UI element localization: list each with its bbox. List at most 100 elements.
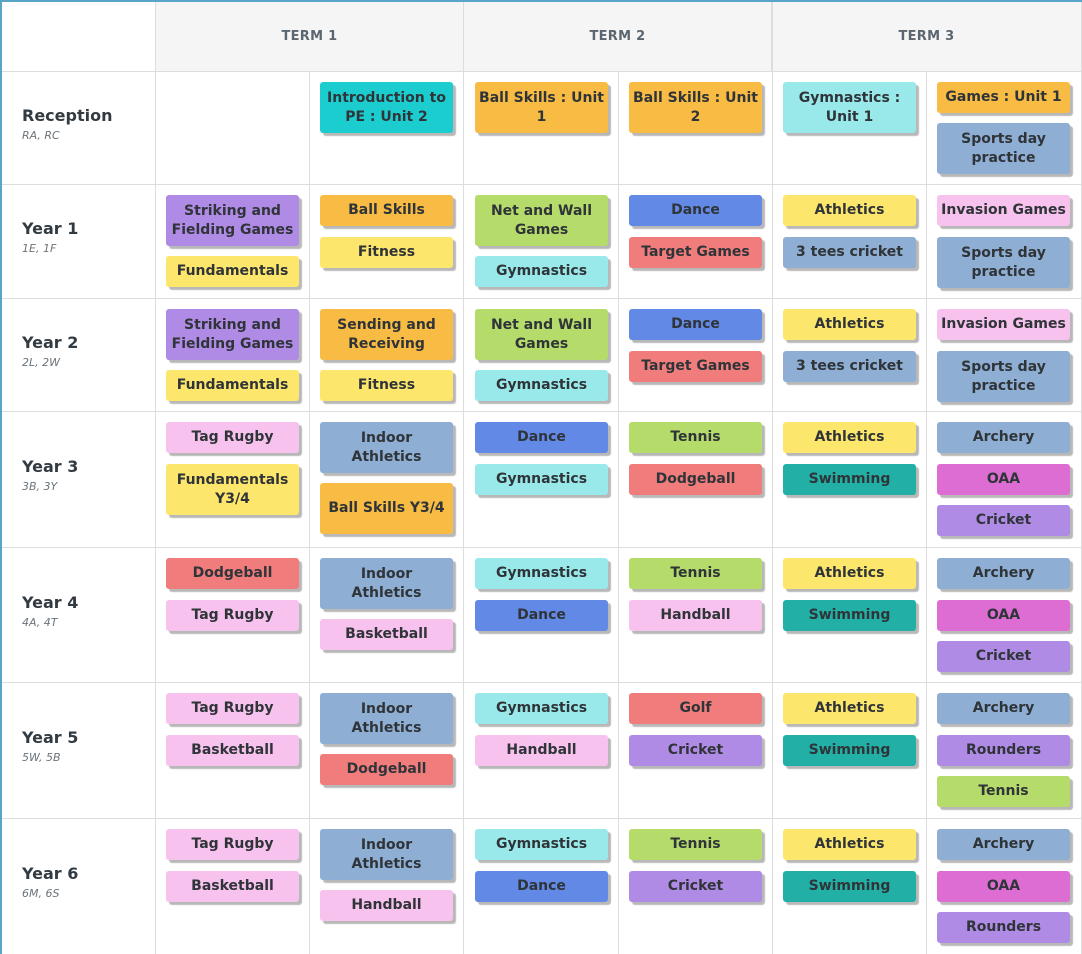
activity-card[interactable]: Dance (629, 309, 762, 340)
top-border (0, 0, 1082, 2)
activity-card[interactable]: Ball Skills : Unit 1 (475, 82, 608, 133)
row-title: Year 2 (22, 332, 79, 352)
activity-card[interactable]: Swimming (783, 871, 916, 902)
left-border (0, 0, 2, 954)
activity-card[interactable]: 3 tees cricket (783, 351, 916, 382)
activity-card[interactable]: Dance (475, 422, 608, 453)
activity-card[interactable]: Swimming (783, 600, 916, 631)
activity-card[interactable]: OAA (937, 600, 1070, 631)
row-divider (2, 547, 1082, 548)
activity-card[interactable]: Gymnastics : Unit 1 (783, 82, 916, 133)
activity-card[interactable]: Gymnastics (475, 829, 608, 860)
activity-card[interactable]: Fitness (320, 237, 453, 268)
activity-card[interactable]: Ball Skills (320, 195, 453, 226)
activity-card[interactable]: Archery (937, 829, 1070, 860)
activity-card[interactable]: Tag Rugby (166, 422, 299, 453)
column-divider (772, 2, 773, 954)
activity-card[interactable]: Basketball (166, 735, 299, 766)
activity-card[interactable]: Ball Skills Y3/4 (320, 483, 453, 534)
activity-card[interactable]: Dodgeball (166, 558, 299, 589)
activity-card[interactable]: Athletics (783, 309, 916, 340)
activity-card[interactable]: Tag Rugby (166, 829, 299, 860)
activity-card[interactable]: Dance (629, 195, 762, 226)
term-3-header: TERM 3 (772, 2, 1082, 71)
activity-card[interactable]: Handball (629, 600, 762, 631)
row-label: Year 2 2L, 2W (22, 333, 78, 369)
activity-card[interactable]: Sports day practice (937, 351, 1070, 402)
activity-card[interactable]: Golf (629, 693, 762, 724)
activity-card[interactable]: Striking and Fielding Games (166, 195, 299, 246)
activity-card[interactable]: Athletics (783, 422, 916, 453)
activity-card[interactable]: Gymnastics (475, 693, 608, 724)
activity-card[interactable]: Swimming (783, 735, 916, 766)
activity-card[interactable]: Athletics (783, 693, 916, 724)
row-classes: 6M, 6S (22, 887, 60, 900)
row-divider (2, 411, 1082, 412)
activity-card[interactable]: Ball Skills : Unit 2 (629, 82, 762, 133)
activity-card[interactable]: Gymnastics (475, 370, 608, 401)
activity-card[interactable]: Rounders (937, 912, 1070, 943)
activity-card[interactable]: Fundamentals (166, 370, 299, 401)
row-divider (2, 298, 1082, 299)
activity-card[interactable]: Target Games (629, 237, 762, 268)
activity-card[interactable]: Tennis (937, 776, 1070, 807)
row-classes: 4A, 4T (22, 615, 58, 629)
activity-card[interactable]: Swimming (783, 464, 916, 495)
activity-card[interactable]: Net and Wall Games (475, 195, 608, 246)
activity-card[interactable]: Sports day practice (937, 237, 1070, 288)
activity-card[interactable]: Gymnastics (475, 558, 608, 589)
activity-card[interactable]: Cricket (629, 735, 762, 766)
activity-card[interactable]: Indoor Athletics (320, 829, 453, 880)
activity-card[interactable]: Athletics (783, 829, 916, 860)
activity-card[interactable]: Tennis (629, 558, 762, 589)
activity-card[interactable]: Dodgeball (629, 464, 762, 495)
row-divider (2, 184, 1082, 185)
activity-card[interactable]: Gymnastics (475, 256, 608, 287)
activity-card[interactable]: Athletics (783, 195, 916, 226)
activity-card[interactable]: OAA (937, 871, 1070, 902)
activity-card[interactable]: Handball (475, 735, 608, 766)
activity-card[interactable]: Dance (475, 871, 608, 902)
activity-card[interactable]: Cricket (937, 641, 1070, 672)
activity-card[interactable]: Fundamentals (166, 256, 299, 287)
activity-card[interactable]: Archery (937, 422, 1070, 453)
activity-card[interactable]: Indoor Athletics (320, 693, 453, 744)
activity-card[interactable]: Target Games (629, 351, 762, 382)
activity-card[interactable]: Gymnastics (475, 464, 608, 495)
activity-card[interactable]: Cricket (937, 505, 1070, 536)
activity-card[interactable]: Introduction to PE : Unit 2 (320, 82, 453, 133)
activity-card[interactable]: Basketball (320, 619, 453, 650)
activity-card[interactable]: OAA (937, 464, 1070, 495)
activity-card[interactable]: Archery (937, 693, 1070, 724)
activity-card[interactable]: Invasion Games (937, 195, 1070, 226)
activity-card[interactable]: Tennis (629, 422, 762, 453)
activity-card[interactable]: Basketball (166, 871, 299, 902)
activity-card[interactable]: Invasion Games (937, 309, 1070, 340)
activity-card[interactable]: Striking and Fielding Games (166, 309, 299, 360)
activity-card[interactable]: Net and Wall Games (475, 309, 608, 360)
activity-card[interactable]: Dodgeball (320, 754, 453, 785)
activity-card[interactable]: Tag Rugby (166, 600, 299, 631)
activity-card[interactable]: Archery (937, 558, 1070, 589)
row-divider (2, 682, 1082, 683)
activity-card[interactable]: Fitness (320, 370, 453, 401)
activity-card[interactable]: Tennis (629, 829, 762, 860)
row-classes: 1E, 1F (22, 242, 57, 255)
activity-card[interactable]: Fundamentals Y3/4 (166, 464, 299, 515)
column-divider (155, 2, 156, 954)
activity-card[interactable]: Rounders (937, 735, 1070, 766)
row-label: Year 3 3B, 3Y (22, 457, 78, 493)
activity-card[interactable]: Indoor Athletics (320, 422, 453, 473)
activity-card[interactable]: Handball (320, 890, 453, 921)
activity-card[interactable]: 3 tees cricket (783, 237, 916, 268)
activity-card[interactable]: Indoor Athletics (320, 558, 453, 609)
activity-card[interactable]: Games : Unit 1 (937, 82, 1070, 113)
row-label: Year 6 6M, 6S (22, 864, 78, 900)
activity-card[interactable]: Sending and Receiving (320, 309, 453, 360)
row-title: Reception (22, 105, 113, 125)
activity-card[interactable]: Dance (475, 600, 608, 631)
activity-card[interactable]: Cricket (629, 871, 762, 902)
activity-card[interactable]: Sports day practice (937, 123, 1070, 174)
activity-card[interactable]: Tag Rugby (166, 693, 299, 724)
activity-card[interactable]: Athletics (783, 558, 916, 589)
